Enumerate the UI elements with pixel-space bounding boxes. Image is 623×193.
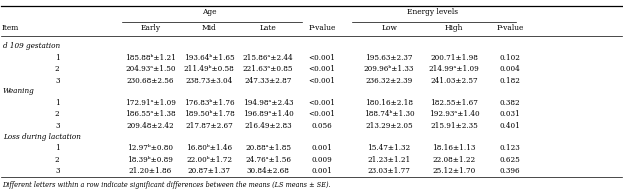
Text: 1: 1 — [55, 99, 60, 107]
Text: P-value: P-value — [497, 24, 524, 32]
Text: 176.83ᵇ±1.76: 176.83ᵇ±1.76 — [184, 99, 234, 107]
Text: 0.396: 0.396 — [500, 167, 520, 175]
Text: 209.48±2.42: 209.48±2.42 — [126, 122, 174, 130]
Text: 236.32±2.39: 236.32±2.39 — [366, 77, 412, 85]
Text: <0.001: <0.001 — [308, 110, 336, 119]
Text: 25.12±1.70: 25.12±1.70 — [432, 167, 476, 175]
Text: 0.182: 0.182 — [500, 77, 520, 85]
Text: 0.401: 0.401 — [500, 122, 520, 130]
Text: <0.001: <0.001 — [308, 54, 336, 62]
Text: 20.87±1.37: 20.87±1.37 — [188, 167, 231, 175]
Text: Weaning: Weaning — [2, 87, 34, 95]
Text: 24.76ᵃ±1.56: 24.76ᵃ±1.56 — [245, 156, 291, 163]
Text: 185.88ᵇ±1.21: 185.88ᵇ±1.21 — [125, 54, 176, 62]
Text: 22.00ᵇ±1.72: 22.00ᵇ±1.72 — [186, 156, 232, 163]
Text: High: High — [445, 24, 464, 32]
Text: 221.63ᵃ±0.85: 221.63ᵃ±0.85 — [243, 65, 293, 73]
Text: 180.16±2.18: 180.16±2.18 — [365, 99, 413, 107]
Text: 21.20±1.86: 21.20±1.86 — [128, 167, 172, 175]
Text: <0.001: <0.001 — [308, 77, 336, 85]
Text: 3: 3 — [55, 122, 59, 130]
Text: 23.03±1.77: 23.03±1.77 — [368, 167, 411, 175]
Text: 195.63±2.37: 195.63±2.37 — [365, 54, 413, 62]
Text: 0.382: 0.382 — [500, 99, 520, 107]
Text: 192.93ᵃ±1.40: 192.93ᵃ±1.40 — [429, 110, 480, 119]
Text: 189.50ᵇ±1.78: 189.50ᵇ±1.78 — [184, 110, 234, 119]
Text: 241.03±2.57: 241.03±2.57 — [430, 77, 478, 85]
Text: 0.004: 0.004 — [500, 65, 520, 73]
Text: 22.08±1.22: 22.08±1.22 — [432, 156, 476, 163]
Text: Mid: Mid — [202, 24, 217, 32]
Text: 0.001: 0.001 — [312, 144, 333, 152]
Text: 0.009: 0.009 — [312, 156, 333, 163]
Text: 0.056: 0.056 — [312, 122, 333, 130]
Text: 2: 2 — [55, 110, 60, 119]
Text: 216.49±2.83: 216.49±2.83 — [244, 122, 292, 130]
Text: 18.39ᵇ±0.89: 18.39ᵇ±0.89 — [127, 156, 173, 163]
Text: Late: Late — [260, 24, 277, 32]
Text: 1: 1 — [55, 144, 60, 152]
Text: Item: Item — [2, 24, 19, 32]
Text: 209.96ᵇ±1.33: 209.96ᵇ±1.33 — [364, 65, 414, 73]
Text: 186.55ᵃ±1.38: 186.55ᵃ±1.38 — [125, 110, 176, 119]
Text: 172.91ᵃ±1.09: 172.91ᵃ±1.09 — [125, 99, 176, 107]
Text: 0.031: 0.031 — [500, 110, 520, 119]
Text: 200.71±1.98: 200.71±1.98 — [430, 54, 478, 62]
Text: 15.47±1.32: 15.47±1.32 — [368, 144, 411, 152]
Text: 20.88ᵃ±1.85: 20.88ᵃ±1.85 — [245, 144, 291, 152]
Text: 204.93ᵃ±1.50: 204.93ᵃ±1.50 — [125, 65, 176, 73]
Text: <0.001: <0.001 — [308, 65, 336, 73]
Text: 214.99ᵃ±1.09: 214.99ᵃ±1.09 — [429, 65, 480, 73]
Text: 2: 2 — [55, 65, 60, 73]
Text: 2: 2 — [55, 156, 60, 163]
Text: <0.001: <0.001 — [308, 99, 336, 107]
Text: 188.74ᵇ±1.30: 188.74ᵇ±1.30 — [364, 110, 414, 119]
Text: 215.91±2.35: 215.91±2.35 — [430, 122, 478, 130]
Text: 213.29±2.05: 213.29±2.05 — [365, 122, 413, 130]
Text: Different letters within a row indicate significant differences between the mean: Different letters within a row indicate … — [2, 181, 331, 189]
Text: 18.16±1.13: 18.16±1.13 — [432, 144, 476, 152]
Text: 0.102: 0.102 — [500, 54, 520, 62]
Text: d 109 gestation: d 109 gestation — [2, 42, 60, 50]
Text: Loss during lactation: Loss during lactation — [2, 133, 80, 141]
Text: 215.86ᵃ±2.44: 215.86ᵃ±2.44 — [243, 54, 293, 62]
Text: P-value: P-value — [308, 24, 336, 32]
Text: 30.84±2.68: 30.84±2.68 — [247, 167, 290, 175]
Text: Age: Age — [202, 8, 216, 16]
Text: 3: 3 — [55, 77, 59, 85]
Text: 193.64ᵇ±1.65: 193.64ᵇ±1.65 — [184, 54, 234, 62]
Text: 0.625: 0.625 — [500, 156, 520, 163]
Text: 211.49ᵇ±0.58: 211.49ᵇ±0.58 — [184, 65, 234, 73]
Text: 1: 1 — [55, 54, 60, 62]
Text: 16.80ᵇ±1.46: 16.80ᵇ±1.46 — [186, 144, 232, 152]
Text: 3: 3 — [55, 167, 59, 175]
Text: 196.89ᵃ±1.40: 196.89ᵃ±1.40 — [243, 110, 293, 119]
Text: 194.98ᵃ±2.43: 194.98ᵃ±2.43 — [243, 99, 293, 107]
Text: 21.23±1.21: 21.23±1.21 — [368, 156, 411, 163]
Text: 0.123: 0.123 — [500, 144, 520, 152]
Text: 217.87±2.67: 217.87±2.67 — [185, 122, 233, 130]
Text: 238.73±3.04: 238.73±3.04 — [186, 77, 233, 85]
Text: 12.97ᵇ±0.80: 12.97ᵇ±0.80 — [127, 144, 173, 152]
Text: 230.68±2.56: 230.68±2.56 — [126, 77, 174, 85]
Text: 0.001: 0.001 — [312, 167, 333, 175]
Text: Early: Early — [140, 24, 160, 32]
Text: 182.55±1.67: 182.55±1.67 — [430, 99, 478, 107]
Text: Low: Low — [381, 24, 397, 32]
Text: 247.33±2.87: 247.33±2.87 — [244, 77, 292, 85]
Text: Energy levels: Energy levels — [407, 8, 458, 16]
